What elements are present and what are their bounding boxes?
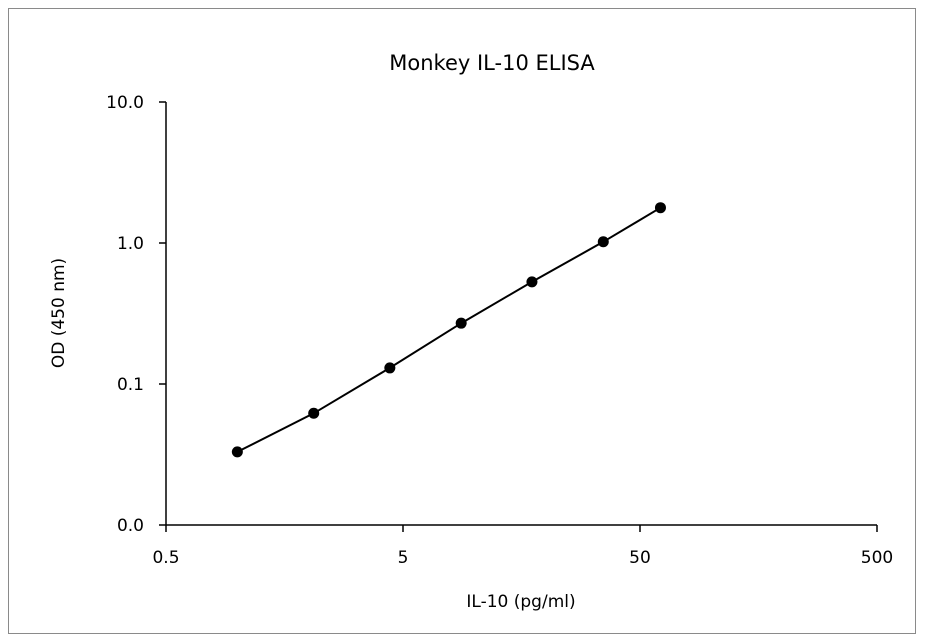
x-tick-label: 50 xyxy=(629,548,651,568)
y-tick-label: 1.0 xyxy=(117,234,144,254)
y-tick-label: 0.1 xyxy=(117,375,144,395)
data-point xyxy=(231,446,243,458)
data-point xyxy=(526,276,538,288)
data-point xyxy=(384,362,396,374)
chart-title: Monkey IL-10 ELISA xyxy=(389,51,595,75)
x-ticks: 0.5 5 50 500 xyxy=(152,525,893,568)
y-tick-label: 0.0 xyxy=(117,516,144,536)
x-tick-label: 0.5 xyxy=(152,548,179,568)
data-point xyxy=(597,236,609,248)
series-line xyxy=(236,206,662,453)
y-tick-label: 10.0 xyxy=(106,93,144,113)
title-mask xyxy=(374,80,592,122)
y-ticks: 0.0 0.1 1.0 10.0 xyxy=(106,93,166,536)
data-point xyxy=(308,407,320,419)
y-axis-title: OD (450 nm) xyxy=(49,258,69,368)
series-layer xyxy=(231,202,666,458)
x-axis-title: IL-10 (pg/ml) xyxy=(466,592,575,612)
data-point xyxy=(455,317,467,329)
x-tick-label: 5 xyxy=(398,548,409,568)
data-point xyxy=(654,202,666,214)
x-tick-label: 500 xyxy=(861,548,893,568)
